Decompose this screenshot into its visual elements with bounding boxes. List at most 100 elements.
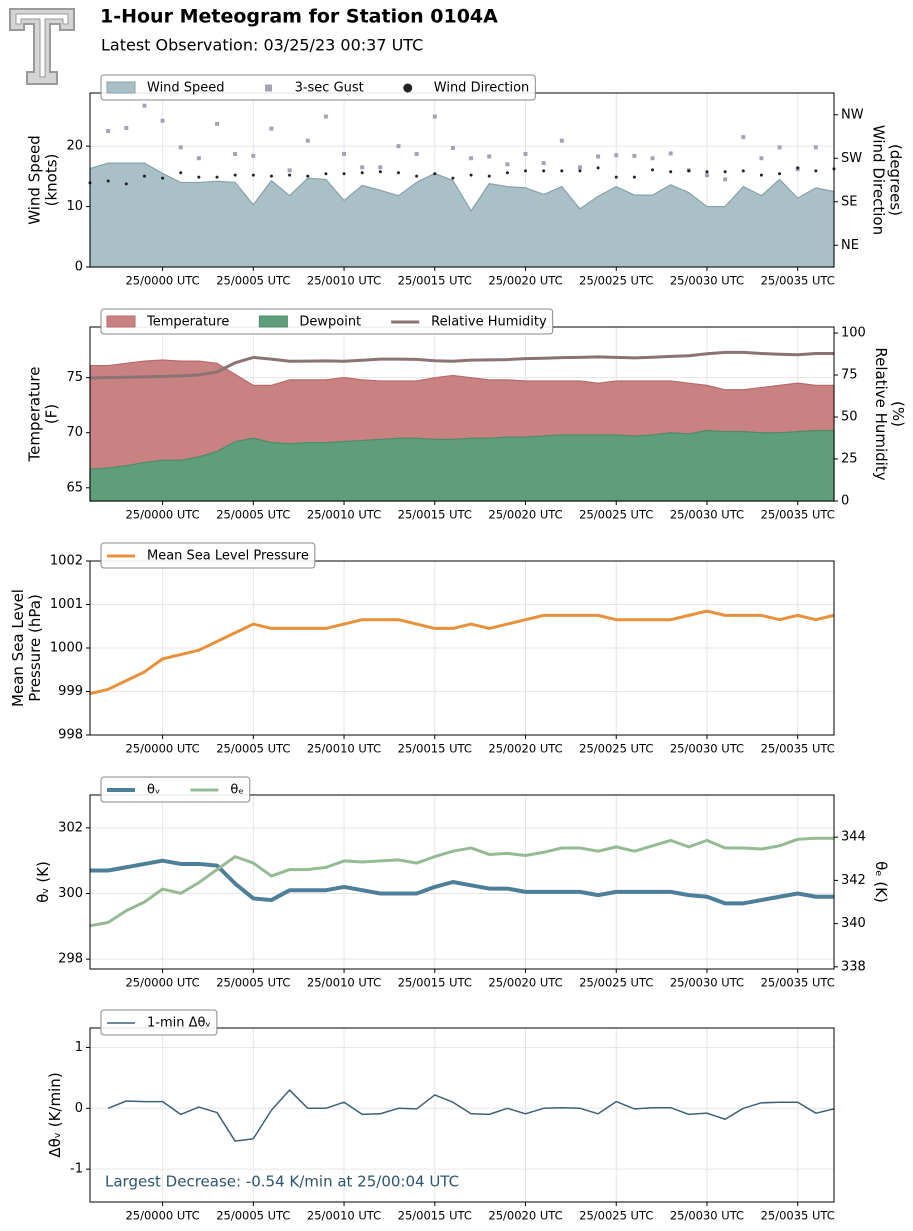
legend-box: [100, 308, 554, 335]
x-tick-label: 25/0010 UTC: [307, 274, 381, 288]
y2-axis-label: (degrees): [887, 144, 905, 216]
point: [614, 175, 618, 179]
y-tick-label: 20: [66, 139, 83, 154]
point: [342, 172, 346, 176]
point: [342, 152, 347, 157]
panel: 25/0000 UTC 25/0005 UTC 25/0010 UTC 25/0015…: [9, 542, 835, 756]
x-tick-label: 25/0000 UTC: [125, 742, 199, 756]
point: [651, 168, 655, 172]
point: [251, 153, 256, 158]
point: [759, 156, 764, 161]
y-tick-label: 65: [66, 480, 83, 495]
point: [759, 173, 763, 177]
point: [469, 173, 473, 177]
legend-swatch: [403, 83, 413, 93]
line: [89, 609, 835, 696]
point: [723, 170, 727, 174]
point: [469, 156, 474, 161]
point: [196, 156, 201, 161]
legend-label: θₑ: [230, 783, 243, 798]
x-tick-label: 25/0000 UTC: [125, 274, 199, 288]
point: [632, 175, 636, 179]
y-axis-label: Mean Sea Level: [9, 589, 27, 707]
point: [432, 114, 437, 119]
legend-box: [100, 542, 316, 569]
x-tick-label: 25/0020 UTC: [488, 742, 562, 756]
point: [288, 173, 292, 177]
point: [433, 172, 437, 176]
x-tick-label: 25/0030 UTC: [670, 976, 744, 990]
x-tick-label: 25/0025 UTC: [579, 508, 653, 522]
y2-axis-label: (%): [889, 401, 907, 427]
x-tick-label: 25/0005 UTC: [216, 1209, 290, 1223]
x-tick-label: 25/0005 UTC: [216, 976, 290, 990]
point: [124, 182, 128, 186]
line: [90, 858, 834, 906]
y-tick-label: 1002: [50, 554, 83, 569]
legend-label: Wind Direction: [434, 81, 530, 96]
point: [650, 156, 655, 161]
point: [523, 152, 528, 157]
x-tick-label: 25/0010 UTC: [307, 976, 381, 990]
y2-tick-label: 0: [841, 494, 849, 509]
point: [560, 169, 564, 173]
point: [814, 169, 818, 173]
point: [179, 171, 183, 175]
point: [106, 179, 110, 183]
y2-tick-label: 344: [841, 830, 866, 845]
y-tick-label: -1: [70, 1162, 83, 1177]
y-tick-label: 302: [58, 820, 83, 835]
point: [705, 170, 709, 174]
logo: [9, 8, 75, 85]
legend-label: 1-min Δθᵥ: [147, 1016, 211, 1031]
area: [89, 162, 835, 268]
legend-swatch: [106, 315, 136, 328]
legend-label: θᵥ: [147, 783, 160, 798]
y2-tick-label: 338: [841, 959, 866, 974]
legend-label: Temperature: [146, 315, 229, 330]
x-tick-label: 25/0010 UTC: [307, 742, 381, 756]
line: [89, 350, 834, 380]
y-tick-label: 298: [58, 952, 83, 967]
x-tick-label: 25/0025 UTC: [579, 976, 653, 990]
x-tick-label: 25/0035 UTC: [761, 274, 835, 288]
plot-frame: [89, 1027, 835, 1203]
point: [106, 129, 111, 134]
legend: θᵥ θₑ: [100, 776, 251, 803]
point: [378, 165, 383, 170]
y-tick-label: 1000: [50, 641, 83, 656]
legend-label: Relative Humidity: [431, 315, 547, 330]
point: [269, 174, 273, 178]
point: [215, 175, 219, 179]
x-tick-label: 25/0020 UTC: [488, 976, 562, 990]
y2-tick-label: NE: [841, 238, 859, 253]
legend-box: [100, 776, 251, 803]
panel: 25/0000 UTC 25/0005 UTC 25/0010 UTC 25/0015…: [46, 1009, 835, 1223]
x-tick-label: 25/0015 UTC: [398, 742, 472, 756]
y2-tick-label: 25: [841, 452, 858, 467]
panel: 25/0000 UTC 25/0005 UTC 25/0010 UTC 25/0015…: [34, 776, 890, 990]
y-axis-label: θᵥ (K): [34, 861, 52, 903]
point: [142, 174, 146, 178]
point: [596, 154, 601, 159]
legend: Mean Sea Level Pressure: [100, 542, 316, 569]
point: [233, 152, 238, 157]
y2-tick-label: 50: [841, 410, 858, 425]
x-tick-label: 25/0025 UTC: [579, 274, 653, 288]
y-axis-label: Temperature: [25, 366, 43, 462]
x-tick-label: 25/0015 UTC: [398, 508, 472, 522]
point: [813, 145, 818, 150]
point: [524, 169, 528, 173]
y-tick-label: 998: [58, 728, 83, 743]
y-tick-label: 0: [75, 1101, 83, 1116]
y-tick-label: 300: [58, 886, 83, 901]
point: [306, 174, 310, 178]
point: [596, 166, 600, 170]
legend-label: Mean Sea Level Pressure: [147, 549, 309, 564]
y2-tick-label: 340: [841, 916, 866, 931]
x-tick-label: 25/0035 UTC: [761, 742, 835, 756]
point: [778, 172, 782, 176]
line: [107, 1089, 835, 1142]
panel: 25/0000 UTC 25/0005 UTC 25/0010 UTC 25/0015…: [25, 308, 907, 522]
